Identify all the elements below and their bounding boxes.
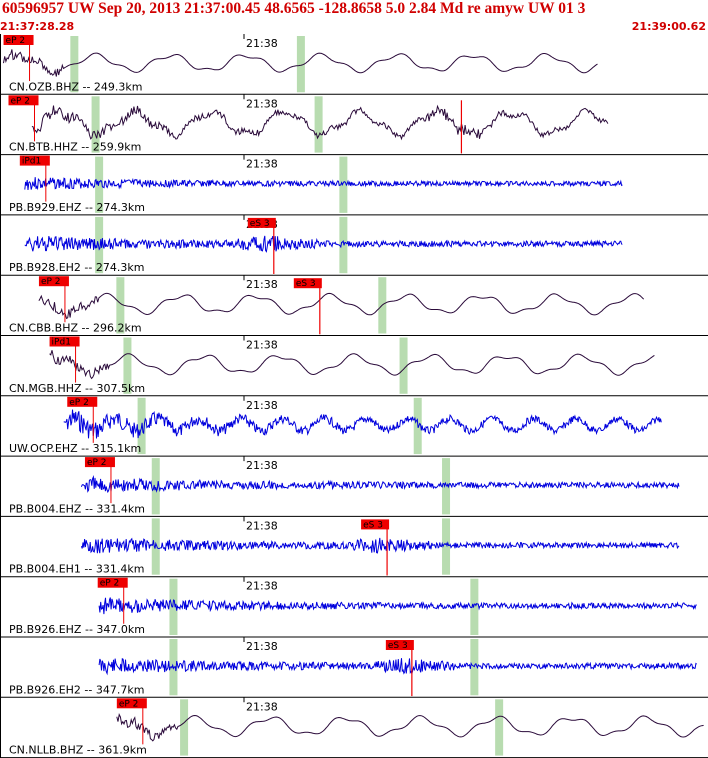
waveform	[116, 713, 704, 742]
minute-tick-label: 21:38	[246, 580, 278, 593]
pick-flag[interactable]	[247, 217, 276, 228]
station-label: PB.B929.EHZ -- 274.3km	[9, 201, 145, 214]
window-end-time: 21:39:00.62	[631, 20, 706, 33]
minute-tick-label: 21:38	[246, 459, 278, 472]
phase-marker	[123, 337, 132, 394]
station-label: PB.B926.EHZ -- 347.0km	[9, 623, 145, 636]
trace-row[interactable]: 21:38 eP 2 PB.B004.EHZ -- 331.4km	[0, 456, 708, 517]
pick-label: eP 2	[41, 277, 61, 287]
minute-tick-label: 21:38	[246, 339, 278, 352]
pick-label: eS 3	[250, 219, 270, 229]
pick-flag[interactable]	[3, 35, 34, 45]
station-label: CN.BTB.HHZ -- 259.9km	[9, 141, 141, 154]
phase-marker	[399, 337, 408, 394]
waveform	[3, 49, 598, 77]
phase-marker	[442, 458, 451, 515]
phase-marker	[339, 216, 348, 274]
phase-marker	[151, 458, 160, 515]
pick-label: eP 2	[87, 458, 107, 468]
phase-marker	[470, 578, 479, 635]
station-label: UW.OCP.EHZ -- 315.1km	[9, 442, 141, 455]
station-label: PB.B004.EH1 -- 331.4km	[9, 563, 144, 576]
pick-flag[interactable]	[84, 457, 115, 468]
trace-row[interactable]: 21:38 eS 3 PB.B004.EH1 -- 331.4km	[0, 516, 708, 578]
window-start-time: 21:37:28.28	[0, 20, 75, 33]
minute-tick-label: 21:38	[246, 158, 278, 171]
phase-marker	[116, 277, 125, 334]
pick-flag[interactable]	[38, 276, 69, 287]
station-label: CN.OZB.BHZ -- 249.3km	[9, 80, 143, 93]
pick-label: iPd1	[52, 338, 71, 348]
pick-flag[interactable]	[293, 278, 322, 289]
pick-flag[interactable]	[361, 519, 390, 530]
trace-row[interactable]: 21:38 eP 2 CN.OZB.BHZ -- 249.3km	[0, 34, 708, 95]
trace-row[interactable]: 21:38 iPd1 CN.MGB.HHZ -- 307.5km	[0, 335, 708, 397]
minute-tick-label: 21:38	[246, 399, 278, 412]
waveform	[38, 292, 645, 320]
pick-label: eP 2	[69, 398, 89, 408]
trace-row[interactable]: 21:38 iPd1 PB.B929.EHZ -- 274.3km	[0, 154, 708, 216]
phase-marker	[180, 699, 189, 756]
phase-marker	[169, 578, 178, 635]
trace-row[interactable]: 21:38 eS 3 PB.B926.EH2 -- 347.7km	[0, 637, 708, 698]
trace-row[interactable]: 21:38 eP 2 UW.OCP.EHZ -- 315.1km	[0, 395, 708, 457]
phase-marker	[314, 96, 323, 153]
phase-marker	[95, 156, 104, 213]
pick-label: eP 2	[119, 699, 139, 709]
minute-tick-label: 21:38	[246, 700, 278, 713]
pick-flag[interactable]	[67, 396, 98, 407]
pick-label: eP 2	[6, 36, 26, 46]
pick-label: iPd1	[22, 157, 41, 167]
minute-tick-label: 21:38	[246, 37, 278, 50]
waveform	[49, 350, 655, 380]
station-label: CN.NLLB.BHZ -- 361.9km	[9, 744, 147, 757]
phase-marker	[95, 216, 104, 274]
event-header: 60596957 UW Sep 20, 2013 21:37:00.45 48.…	[0, 0, 708, 34]
phase-marker	[442, 518, 451, 575]
waveform	[80, 474, 680, 494]
station-label: PB.B926.EH2 -- 347.7km	[9, 683, 144, 696]
minute-tick-label: 21:38	[246, 640, 278, 653]
waveform	[24, 177, 623, 191]
waveform	[63, 409, 662, 439]
waveform	[98, 658, 697, 676]
phase-marker	[495, 699, 504, 756]
pick-label: eS 3	[296, 279, 316, 289]
station-label: CN.CBB.BHZ -- 296.2km	[9, 322, 142, 335]
phase-marker	[339, 156, 348, 213]
trace-row[interactable]: 21:38 eP 2 PB.B926.EHZ -- 347.0km	[0, 576, 708, 638]
pick-flag[interactable]	[8, 95, 39, 106]
pick-flag[interactable]	[385, 640, 414, 650]
pick-label: eS 3	[363, 520, 383, 530]
pick-flag[interactable]	[49, 336, 80, 347]
station-label: CN.MGB.HHZ -- 307.5km	[9, 382, 145, 395]
station-label: PB.B004.EHZ -- 331.4km	[9, 502, 145, 515]
pick-label: eP 2	[100, 579, 120, 589]
waveform	[80, 537, 680, 554]
pick-label: eS 3	[388, 641, 408, 651]
trace-row[interactable]: 21:38 eP 2 CN.NLLB.BHZ -- 361.9km	[0, 697, 708, 758]
pick-flag[interactable]	[116, 698, 147, 709]
pick-label: eP 2	[10, 96, 30, 106]
station-label: PB.B928.EH2 -- 274.3km	[9, 261, 144, 274]
event-summary-title: 60596957 UW Sep 20, 2013 21:37:00.45 48.…	[2, 0, 586, 17]
pick-flag[interactable]	[97, 577, 128, 588]
phase-marker	[296, 36, 305, 93]
minute-tick-label: 21:38	[246, 519, 278, 532]
pick-flag[interactable]	[19, 155, 50, 166]
minute-tick-label: 21:38	[246, 97, 278, 110]
minute-tick-label: 21:38	[246, 278, 278, 291]
waveform	[24, 235, 623, 253]
seismogram-panel[interactable]: 21:38 eP 2 CN.OZB.BHZ -- 249.3km 21:38 eP 2 C…	[0, 34, 708, 758]
trace-row[interactable]: 21:38 eP 2 eS 3 CN.CBB.BHZ -- 296.2km	[0, 275, 708, 336]
phase-marker	[91, 96, 100, 153]
waveform	[31, 104, 609, 141]
trace-row[interactable]: 21:38 eP 2 CN.BTB.HHZ -- 259.9km	[0, 94, 708, 156]
waveform	[98, 597, 697, 615]
